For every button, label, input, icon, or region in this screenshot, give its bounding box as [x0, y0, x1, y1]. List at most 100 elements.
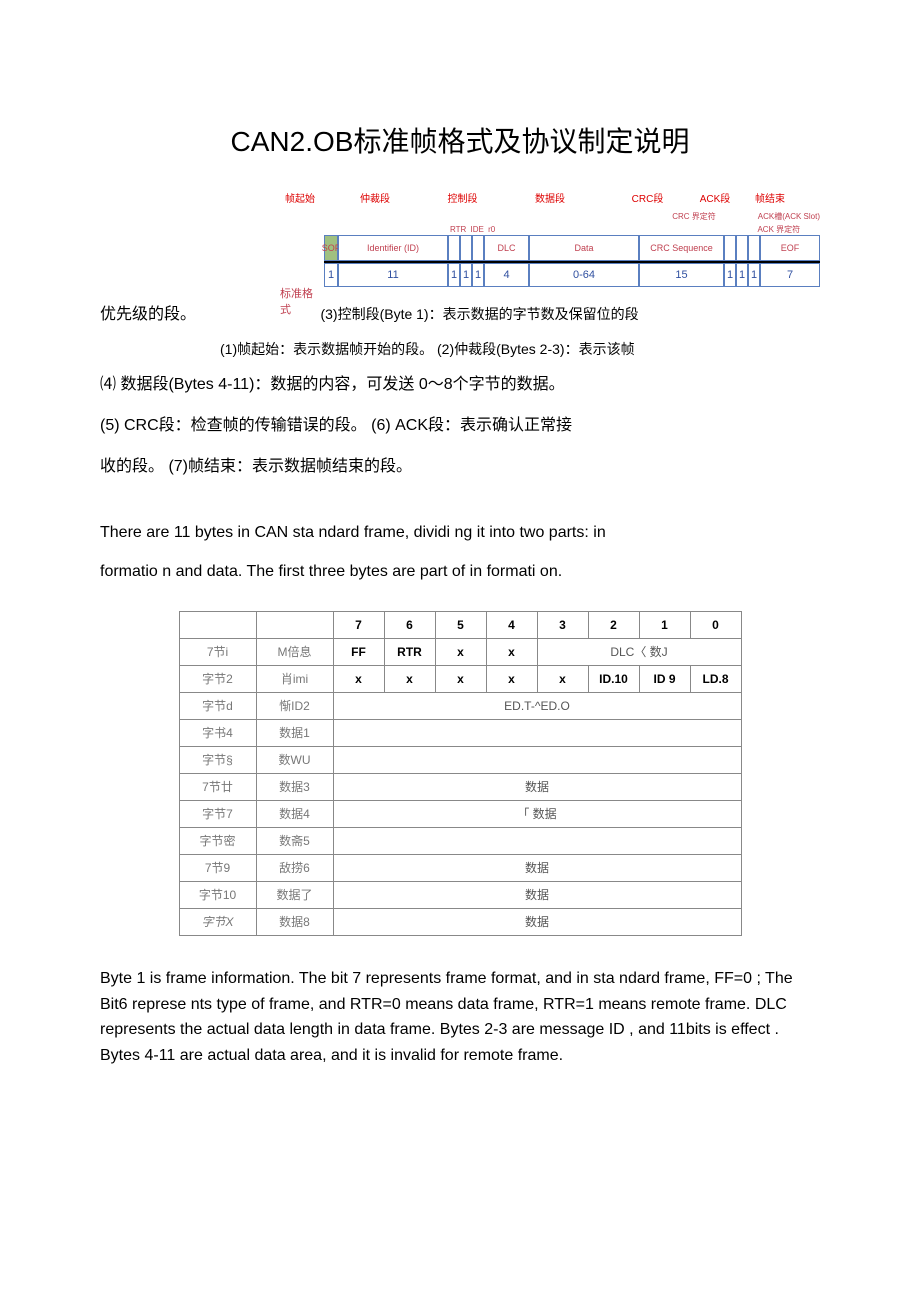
table-cell: x — [435, 638, 486, 665]
table-cell: 数据 — [333, 881, 741, 908]
table-header-cell: 7 — [333, 611, 384, 638]
byte-index: 字节密 — [179, 827, 256, 854]
ack-slot-label: ACK槽(ACK Slot) — [758, 211, 820, 222]
ack-delim-label: ACK 界定符 — [757, 225, 800, 234]
english-para-2: formatio n and data. The first three byt… — [100, 553, 820, 591]
page-title: CAN2.OB标准帧格式及协议制定说明 — [100, 120, 820, 160]
table-cell: DLC〈 数J — [537, 638, 741, 665]
table-cell: x — [537, 665, 588, 692]
diagram-bitcount: 15 — [639, 263, 724, 287]
diagram-bitcount: 1 — [736, 263, 748, 287]
byte-index: 字书4 — [179, 719, 256, 746]
byte-desc: 数WU — [256, 746, 333, 773]
diagram-box: Data — [529, 235, 639, 261]
paragraph-3: (5) CRC段：检查帧的传输错误的段。 (6) ACK段：表示确认正常接 — [100, 408, 820, 443]
diagram-box: CRC Sequence — [639, 235, 724, 261]
table-header-cell: 3 — [537, 611, 588, 638]
table-cell: x — [333, 665, 384, 692]
byte-index: 字节X — [179, 908, 256, 935]
table-cell — [333, 746, 741, 773]
table-header-cell: 0 — [690, 611, 741, 638]
diagram-bitcount: 7 — [760, 263, 820, 287]
table-row: 字节密数斋5 — [179, 827, 741, 854]
byte-index: 7节i — [179, 638, 256, 665]
table-header-cell: 6 — [384, 611, 435, 638]
p1-sub-b: (1)帧起始：表示数据帧开始的段。 (2)仲裁段(Bytes 2-3)：表示该帧 — [220, 338, 820, 360]
diagram-bitcount: 1 — [748, 263, 760, 287]
diagram-box — [448, 235, 460, 261]
diagram-top-label: 帧起始 — [280, 190, 320, 205]
diagram-bitcount: 1 — [324, 263, 338, 287]
byte-index: 字节7 — [179, 800, 256, 827]
table-header-cell: 5 — [435, 611, 486, 638]
diagram-bitcount: 4 — [484, 263, 529, 287]
paragraph-4: 收的段。 (7)帧结束：表示数据帧结束的段。 — [100, 449, 820, 484]
r0-label: r0 — [488, 225, 495, 234]
byte-desc: 数据了 — [256, 881, 333, 908]
diagram-box — [460, 235, 472, 261]
frame-diagram: 帧起始仲裁段控制段数据段CRC段ACK段帧结束 CRC 界定符 ACK槽(ACK… — [280, 190, 820, 287]
byte-desc: 肖imi — [256, 665, 333, 692]
table-cell: x — [486, 638, 537, 665]
table-row: 字节7数据4「 数据 — [179, 800, 741, 827]
byte-index: 字节10 — [179, 881, 256, 908]
table-cell: FF — [333, 638, 384, 665]
p1-sub-a: (3)控制段(Byte 1)：表示数据的字节数及保留位的段 — [320, 306, 638, 322]
byte-index: 字节§ — [179, 746, 256, 773]
table-row: 字节10数据了数据 — [179, 881, 741, 908]
table-cell: ED.T-^ED.O — [333, 692, 741, 719]
table-cell: x — [486, 665, 537, 692]
table-cell — [333, 719, 741, 746]
table-cell: LD.8 — [690, 665, 741, 692]
diagram-top-label: 数据段 — [495, 190, 605, 205]
table-header-cell: 4 — [486, 611, 537, 638]
table-cell — [333, 827, 741, 854]
p1-prefix: 优先级的段。 — [100, 306, 196, 323]
table-cell: 数据 — [333, 854, 741, 881]
table-cell: 「 数据 — [333, 800, 741, 827]
table-row: 字节§数WU — [179, 746, 741, 773]
diagram-top-label: 帧结束 — [740, 190, 800, 205]
diagram-box — [736, 235, 748, 261]
diagram-box — [724, 235, 736, 261]
diagram-box: EOF — [760, 235, 820, 261]
diagram-bitcount: 1 — [448, 263, 460, 287]
table-header-cell: 2 — [588, 611, 639, 638]
ide-label: IDE — [471, 225, 484, 234]
byte-desc: 数据1 — [256, 719, 333, 746]
table-cell: x — [435, 665, 486, 692]
table-row: 字节X数据8数据 — [179, 908, 741, 935]
diagram-top-label: CRC段 — [605, 190, 690, 205]
byte-desc: 数斋5 — [256, 827, 333, 854]
byte-index: 字节d — [179, 692, 256, 719]
byte-desc: 数据8 — [256, 908, 333, 935]
diagram-top-label: 控制段 — [430, 190, 495, 205]
diagram-box — [472, 235, 484, 261]
byte-desc: 敌捞6 — [256, 854, 333, 881]
table-header-cell — [179, 611, 256, 638]
table-row: 字书4数据1 — [179, 719, 741, 746]
crc-delim-label: CRC 界定符 — [672, 211, 716, 222]
diagram-bitcount: 11 — [338, 263, 448, 287]
diagram-bitcount: 1 — [472, 263, 484, 287]
byte-index: 字节2 — [179, 665, 256, 692]
diagram-box: DLC — [484, 235, 529, 261]
byte-table: 765432107节iM倍息FFRTRxxDLC〈 数J字节2肖imixxxxx… — [179, 611, 742, 936]
footer-paragraph: Byte 1 is frame information. The bit 7 r… — [100, 966, 820, 1068]
diagram-bitcount: 1 — [724, 263, 736, 287]
byte-desc: 数据4 — [256, 800, 333, 827]
rtr-label: RTR — [450, 225, 466, 234]
diagram-box — [748, 235, 760, 261]
table-cell: ID 9 — [639, 665, 690, 692]
diagram-bitcount: 1 — [460, 263, 472, 287]
paragraph-1: 优先级的段。 (3)控制段(Byte 1)：表示数据的字节数及保留位的段 — [100, 297, 820, 332]
english-para-1: There are 11 bytes in CAN sta ndard fram… — [100, 514, 820, 552]
table-row: 7节9敌捞6数据 — [179, 854, 741, 881]
table-cell: ID.10 — [588, 665, 639, 692]
diagram-top-label: ACK段 — [690, 190, 740, 205]
diagram-box: Identifier (ID) — [338, 235, 448, 261]
table-header-cell: 1 — [639, 611, 690, 638]
table-cell: 数据 — [333, 773, 741, 800]
table-row: 字节2肖imixxxxxID.10ID 9LD.8 — [179, 665, 741, 692]
byte-desc: 惭ID2 — [256, 692, 333, 719]
